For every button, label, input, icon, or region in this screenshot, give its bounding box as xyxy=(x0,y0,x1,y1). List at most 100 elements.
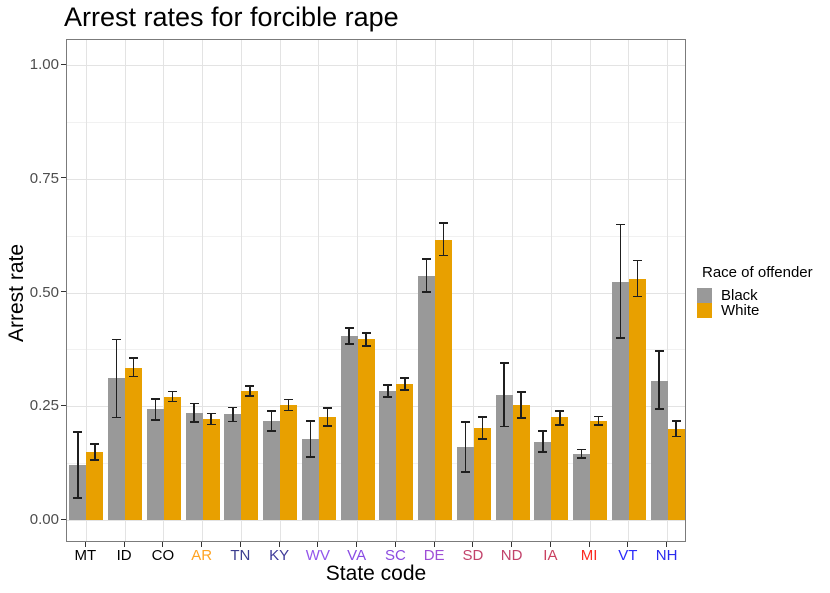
errorbar-cap-top-black-MT xyxy=(73,431,83,433)
errorbar-cap-bottom-white-DE xyxy=(439,254,449,257)
bar-white-NH xyxy=(667,429,685,520)
gridline-vertical xyxy=(550,40,552,541)
legend-title: Race of offender xyxy=(702,264,813,281)
errorbar-cap-top-black-SC xyxy=(383,384,393,386)
bar-white-DE xyxy=(435,239,453,520)
errorbar-cap-bottom-white-VA xyxy=(361,345,371,347)
legend-label-black: Black xyxy=(721,287,758,304)
errorbar-white-CO xyxy=(171,391,174,402)
gridline-vertical xyxy=(318,40,320,541)
bar-white-KY xyxy=(280,404,298,520)
errorbar-cap-top-black-AR xyxy=(189,402,199,405)
errorbar-cap-top-white-NH xyxy=(671,420,681,422)
errorbar-cap-bottom-white-SC xyxy=(400,389,410,391)
bar-white-ID xyxy=(125,367,143,520)
errorbar-cap-bottom-black-IA xyxy=(538,451,548,453)
x-tick-label-DE: DE xyxy=(423,547,445,564)
bar-black-DE xyxy=(418,276,436,520)
x-tick-label-SD: SD xyxy=(462,547,484,564)
x-tick-label-TN: TN xyxy=(230,547,251,564)
bar-black-WV xyxy=(301,439,319,520)
x-tick-mark xyxy=(84,542,86,547)
errorbar-white-VT xyxy=(636,260,639,297)
errorbar-cap-top-white-VT xyxy=(632,259,642,262)
legend-item-black: Black xyxy=(697,287,813,304)
gridline-vertical xyxy=(279,40,281,541)
errorbar-cap-top-white-TN xyxy=(245,385,255,387)
y-tick-mark xyxy=(61,177,66,179)
x-tick-label-SC: SC xyxy=(384,547,406,564)
gridline-vertical xyxy=(163,40,165,541)
errorbar-cap-top-white-SC xyxy=(400,377,410,379)
y-tick-mark xyxy=(61,518,66,520)
legend: Race of offender Black White xyxy=(697,264,813,319)
legend-items: Black White xyxy=(697,287,813,319)
errorbar-cap-bottom-black-ID xyxy=(112,416,122,419)
y-tick-label: 0.75 xyxy=(29,169,59,187)
errorbar-cap-bottom-black-NH xyxy=(654,408,664,410)
errorbar-cap-top-black-MI xyxy=(577,448,587,451)
gridline-vertical xyxy=(124,40,126,541)
errorbar-cap-top-black-KY xyxy=(267,410,277,412)
bar-white-MT xyxy=(86,451,104,520)
x-tick-label-ND: ND xyxy=(500,547,523,564)
errorbar-black-VT xyxy=(619,224,622,338)
errorbar-cap-top-black-ID xyxy=(112,338,122,341)
errorbar-white-SD xyxy=(481,417,484,439)
errorbar-cap-top-white-MI xyxy=(594,415,604,418)
x-axis-title: State code xyxy=(325,562,427,585)
gridline-vertical xyxy=(202,40,204,541)
errorbar-black-VA xyxy=(348,327,350,344)
plot-panel xyxy=(66,39,686,542)
errorbar-white-AR xyxy=(210,413,212,425)
errorbar-cap-bottom-white-MI xyxy=(594,424,604,426)
y-tick-label: 0.50 xyxy=(29,283,59,301)
bar-white-SC xyxy=(396,383,414,520)
errorbar-white-KY xyxy=(287,399,290,411)
bar-black-TN xyxy=(224,414,242,520)
y-tick-mark xyxy=(61,63,66,65)
x-tick-label-VT: VT xyxy=(618,547,638,564)
errorbar-cap-top-white-CO xyxy=(167,390,177,393)
legend-swatch-black xyxy=(697,288,712,303)
errorbar-cap-bottom-black-DE xyxy=(422,291,432,293)
bar-black-VA xyxy=(340,336,358,520)
gridline-vertical xyxy=(357,40,359,541)
errorbar-cap-top-black-VT xyxy=(615,223,625,226)
chart-title: Arrest rates for forcible rape xyxy=(64,2,399,32)
errorbar-cap-bottom-white-IA xyxy=(555,424,565,426)
errorbar-cap-bottom-black-MT xyxy=(73,497,83,499)
gridline-major xyxy=(67,292,685,294)
bar-black-KY xyxy=(263,420,281,520)
bar-white-SD xyxy=(473,428,491,520)
y-tick-label: 0.00 xyxy=(29,511,59,528)
gridline-vertical xyxy=(667,40,669,541)
bar-white-VT xyxy=(628,278,646,520)
errorbar-cap-bottom-black-VA xyxy=(344,343,354,345)
legend-swatch-white xyxy=(697,303,712,318)
bar-black-IA xyxy=(534,441,552,520)
errorbar-cap-bottom-black-CO xyxy=(150,419,160,421)
errorbar-cap-bottom-white-WV xyxy=(322,425,332,427)
bar-white-VA xyxy=(357,339,375,520)
errorbar-white-ND xyxy=(520,392,522,419)
bar-black-CO xyxy=(146,408,164,520)
errorbar-cap-bottom-white-ND xyxy=(516,417,526,419)
errorbar-white-NH xyxy=(675,420,677,437)
bar-black-SC xyxy=(379,391,397,520)
errorbar-cap-bottom-black-KY xyxy=(267,430,277,432)
errorbar-white-MI xyxy=(597,416,600,425)
errorbar-cap-top-black-ND xyxy=(499,362,509,364)
errorbar-black-NH xyxy=(658,351,660,409)
gridline-vertical xyxy=(589,40,591,541)
errorbar-cap-bottom-black-WV xyxy=(305,456,315,458)
errorbar-cap-top-white-IA xyxy=(555,410,565,412)
y-tick-label: 1.00 xyxy=(29,56,59,73)
gridline-major xyxy=(67,520,685,521)
bar-white-CO xyxy=(163,396,181,520)
x-tick-label-VA: VA xyxy=(347,547,367,564)
errorbar-cap-top-white-MT xyxy=(90,443,100,445)
errorbar-cap-top-black-IA xyxy=(538,430,548,432)
bar-white-TN xyxy=(241,390,259,520)
legend-item-white: White xyxy=(697,302,813,319)
